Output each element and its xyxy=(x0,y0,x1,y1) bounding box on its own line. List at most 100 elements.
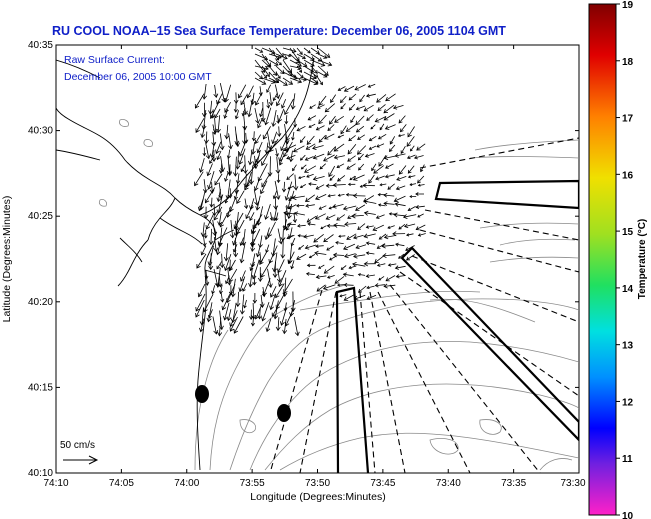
current-vector-arrow xyxy=(326,275,331,279)
current-vector-arrow xyxy=(283,289,288,294)
current-vector-arrow xyxy=(313,176,325,180)
current-vector-arrow xyxy=(253,275,256,285)
current-vector-arrow xyxy=(308,255,312,259)
current-vector-arrow xyxy=(372,224,384,231)
current-vector-arrow xyxy=(216,93,223,105)
current-vector-arrow xyxy=(318,264,325,269)
current-vector-arrow xyxy=(318,266,322,269)
current-vector-arrow xyxy=(250,165,254,185)
current-vector-arrow xyxy=(289,53,300,64)
current-vector-arrow xyxy=(194,171,204,186)
current-vector-arrow xyxy=(254,108,259,124)
current-vector-arrow xyxy=(285,206,289,216)
current-vector-arrow xyxy=(346,233,357,240)
current-vector-arrow xyxy=(230,220,234,238)
current-vector-arrow xyxy=(368,146,372,150)
current-vector-arrow xyxy=(244,299,247,308)
current-vector-arrow xyxy=(238,84,247,99)
current-vector-arrow xyxy=(261,80,267,85)
current-vector-arrow xyxy=(273,205,278,221)
current-vector-arrow xyxy=(282,71,298,80)
current-vector-arrow xyxy=(286,222,292,231)
current-vector-arrow xyxy=(327,61,333,67)
current-vector-arrow xyxy=(216,156,221,161)
current-vector-arrow xyxy=(417,213,424,218)
current-vector-arrow xyxy=(420,164,425,172)
current-vector-arrow xyxy=(342,272,347,277)
current-vector-arrow xyxy=(375,175,385,180)
current-vector-arrow xyxy=(253,186,259,191)
current-vector-arrow xyxy=(373,169,378,174)
current-vector-arrow xyxy=(396,185,406,190)
x-tick-label: 73:40 xyxy=(436,478,461,489)
current-vector-arrow xyxy=(328,165,336,177)
current-vector-arrow xyxy=(201,245,207,256)
colorbar-tick-label: 11 xyxy=(622,454,633,465)
current-vector-arrow xyxy=(333,224,346,227)
current-vector-arrow xyxy=(406,254,415,261)
current-vector-arrow xyxy=(219,317,222,336)
current-vector-arrow xyxy=(249,267,253,287)
x-tick-label: 74:05 xyxy=(109,478,134,489)
current-vector-arrow xyxy=(372,226,378,232)
current-vector-arrow xyxy=(233,329,238,334)
station-dot-icon xyxy=(277,404,291,422)
current-vector-arrow xyxy=(284,98,294,115)
current-vector-arrow xyxy=(371,167,375,172)
current-vector-arrow xyxy=(245,132,247,143)
current-vector-arrow xyxy=(257,315,263,320)
current-vector-arrow xyxy=(254,71,263,80)
current-vector-arrow xyxy=(205,142,210,159)
current-vector-arrow xyxy=(291,137,295,141)
current-vector-arrow xyxy=(246,93,252,99)
current-vector-arrow xyxy=(255,134,262,144)
current-vector-arrow xyxy=(270,49,276,55)
current-vector-arrow xyxy=(332,252,338,258)
current-vector-arrow xyxy=(261,316,266,322)
current-vector-arrow xyxy=(407,169,412,174)
current-vector-arrow xyxy=(415,226,420,231)
current-vector-arrow xyxy=(255,206,261,211)
current-vector-arrow xyxy=(312,154,318,160)
current-vector-arrow xyxy=(228,194,233,199)
current-vector-arrow xyxy=(393,105,404,109)
current-vector-arrow xyxy=(376,143,385,148)
current-vector-arrow xyxy=(363,199,368,205)
current-vector-arrow xyxy=(213,329,219,335)
current-vector-arrow xyxy=(289,59,302,67)
scale-bar: 50 cm/s xyxy=(60,440,99,465)
current-vector-arrow xyxy=(417,183,421,187)
current-vector-arrow xyxy=(267,283,273,289)
current-vector-arrow xyxy=(267,232,272,238)
current-vector-arrow xyxy=(219,83,225,102)
current-vector-arrow xyxy=(376,144,380,148)
current-vector-arrow xyxy=(219,263,225,269)
current-vector-arrow xyxy=(264,65,269,71)
current-vector-arrow xyxy=(334,155,345,159)
current-vector-arrow xyxy=(354,86,360,91)
current-vector-arrow xyxy=(301,55,306,60)
current-vector-arrow xyxy=(355,106,360,111)
current-vector-arrow xyxy=(366,274,375,277)
current-vector-arrow xyxy=(271,307,278,317)
current-vector-arrow xyxy=(300,136,306,143)
current-vector-arrow xyxy=(200,232,206,238)
current-vector-arrow xyxy=(305,203,310,208)
current-vector-arrow xyxy=(259,251,268,265)
current-vector-arrow xyxy=(226,316,232,322)
current-vector-arrow xyxy=(407,207,412,211)
current-vector-arrow xyxy=(275,77,288,86)
current-vector-arrow xyxy=(384,174,389,179)
current-vector-arrow xyxy=(383,234,389,240)
current-vector-arrow xyxy=(317,104,325,109)
current-vector-arrow xyxy=(375,116,387,123)
legend-line-2: December 06, 2005 10:00 GMT xyxy=(64,71,212,83)
current-vector-arrow xyxy=(205,275,208,286)
current-vector-arrow xyxy=(384,235,396,238)
current-vector-arrow xyxy=(212,231,218,237)
current-vector-arrow xyxy=(374,255,385,264)
current-vector-arrow xyxy=(348,107,353,111)
current-vector-arrow xyxy=(290,150,293,162)
current-vector-arrow xyxy=(315,50,320,55)
current-vector-arrow xyxy=(216,265,220,270)
